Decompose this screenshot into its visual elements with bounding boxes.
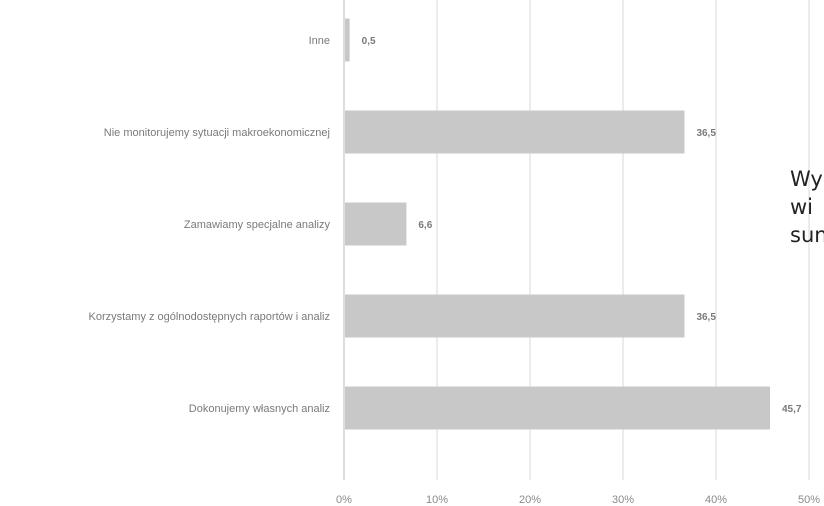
x-tick-label: 0% xyxy=(336,494,352,506)
data-label: 45,7 xyxy=(782,404,802,415)
bar xyxy=(345,202,407,246)
category-label: Korzystamy z ogólnodostępnych raportów i… xyxy=(88,311,330,323)
data-label: 6,6 xyxy=(418,220,432,231)
bar xyxy=(345,386,771,430)
category-label: Dokonujemy własnych analiz xyxy=(189,403,330,415)
category-label: Inne xyxy=(309,35,330,47)
category-label: Zamawiamy specjalne analizy xyxy=(184,219,331,231)
side-caption-line-3: sun xyxy=(790,223,824,247)
x-tick-label: 50% xyxy=(798,494,820,506)
side-caption: Wy wi sun xyxy=(790,165,824,249)
side-caption-line-2: wi xyxy=(790,195,814,219)
x-tick-label: 10% xyxy=(426,494,448,506)
x-tick-label: 40% xyxy=(705,494,727,506)
category-label: Nie monitorujemy sytuacji makroekonomicz… xyxy=(104,127,330,139)
side-caption-line-1: Wy xyxy=(790,167,823,191)
x-tick-label: 20% xyxy=(519,494,541,506)
bar xyxy=(345,18,350,62)
bar xyxy=(345,110,685,154)
data-label: 0,5 xyxy=(362,36,376,47)
bar xyxy=(345,294,685,338)
x-tick-label: 30% xyxy=(612,494,634,506)
data-label: 36,5 xyxy=(696,128,716,139)
data-label: 36,5 xyxy=(696,312,716,323)
